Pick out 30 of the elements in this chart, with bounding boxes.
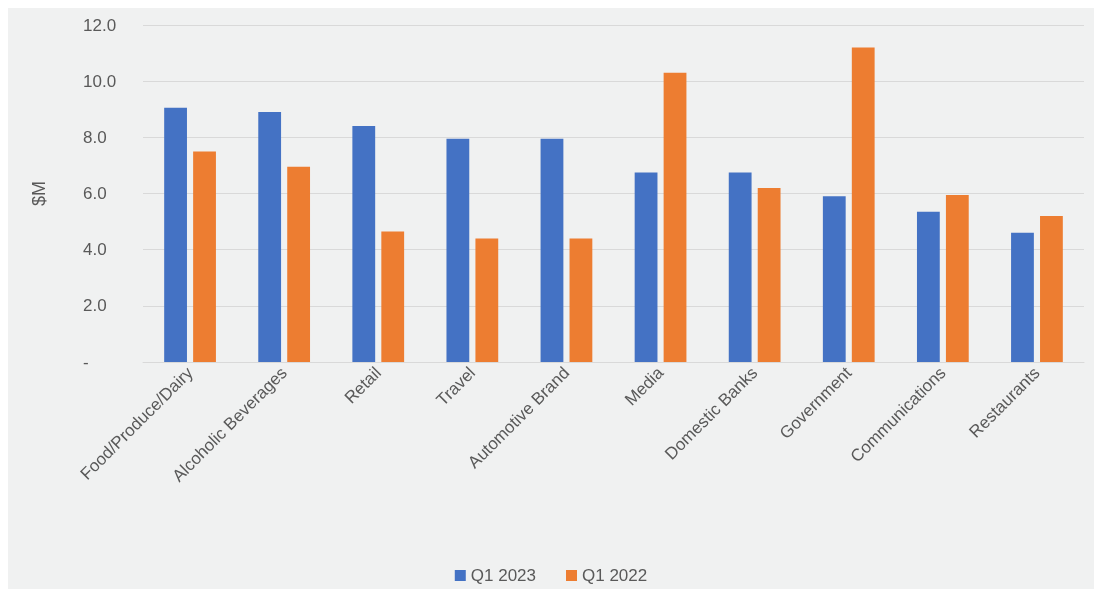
bar xyxy=(569,238,593,362)
bar xyxy=(287,166,311,362)
legend-label: Q1 2022 xyxy=(582,566,648,585)
bar xyxy=(634,172,658,362)
bar xyxy=(1011,232,1034,362)
y-tick-label: 4.0 xyxy=(83,240,107,260)
bar xyxy=(822,196,846,362)
y-tick-label: 12.0 xyxy=(83,15,117,35)
y-tick-label: - xyxy=(83,352,89,372)
y-axis-title: $M xyxy=(29,180,49,207)
bar xyxy=(258,112,282,362)
bar xyxy=(945,194,969,362)
legend-label: Q1 2023 xyxy=(470,566,537,585)
y-tick-label: 8.0 xyxy=(83,127,107,147)
bar xyxy=(757,187,781,362)
bar xyxy=(851,47,875,362)
y-tick-label: 2.0 xyxy=(83,296,107,316)
bar xyxy=(728,172,752,362)
y-tick-label: 10.0 xyxy=(83,71,117,91)
bar xyxy=(381,231,405,362)
bar xyxy=(352,126,376,362)
bar xyxy=(446,138,470,362)
y-tick-label: 6.0 xyxy=(83,184,107,203)
bar xyxy=(1040,215,1063,362)
bar xyxy=(663,72,687,362)
bar xyxy=(540,138,564,362)
bar xyxy=(164,107,187,362)
bar xyxy=(916,211,940,362)
bar xyxy=(475,238,499,362)
bar xyxy=(193,151,216,362)
